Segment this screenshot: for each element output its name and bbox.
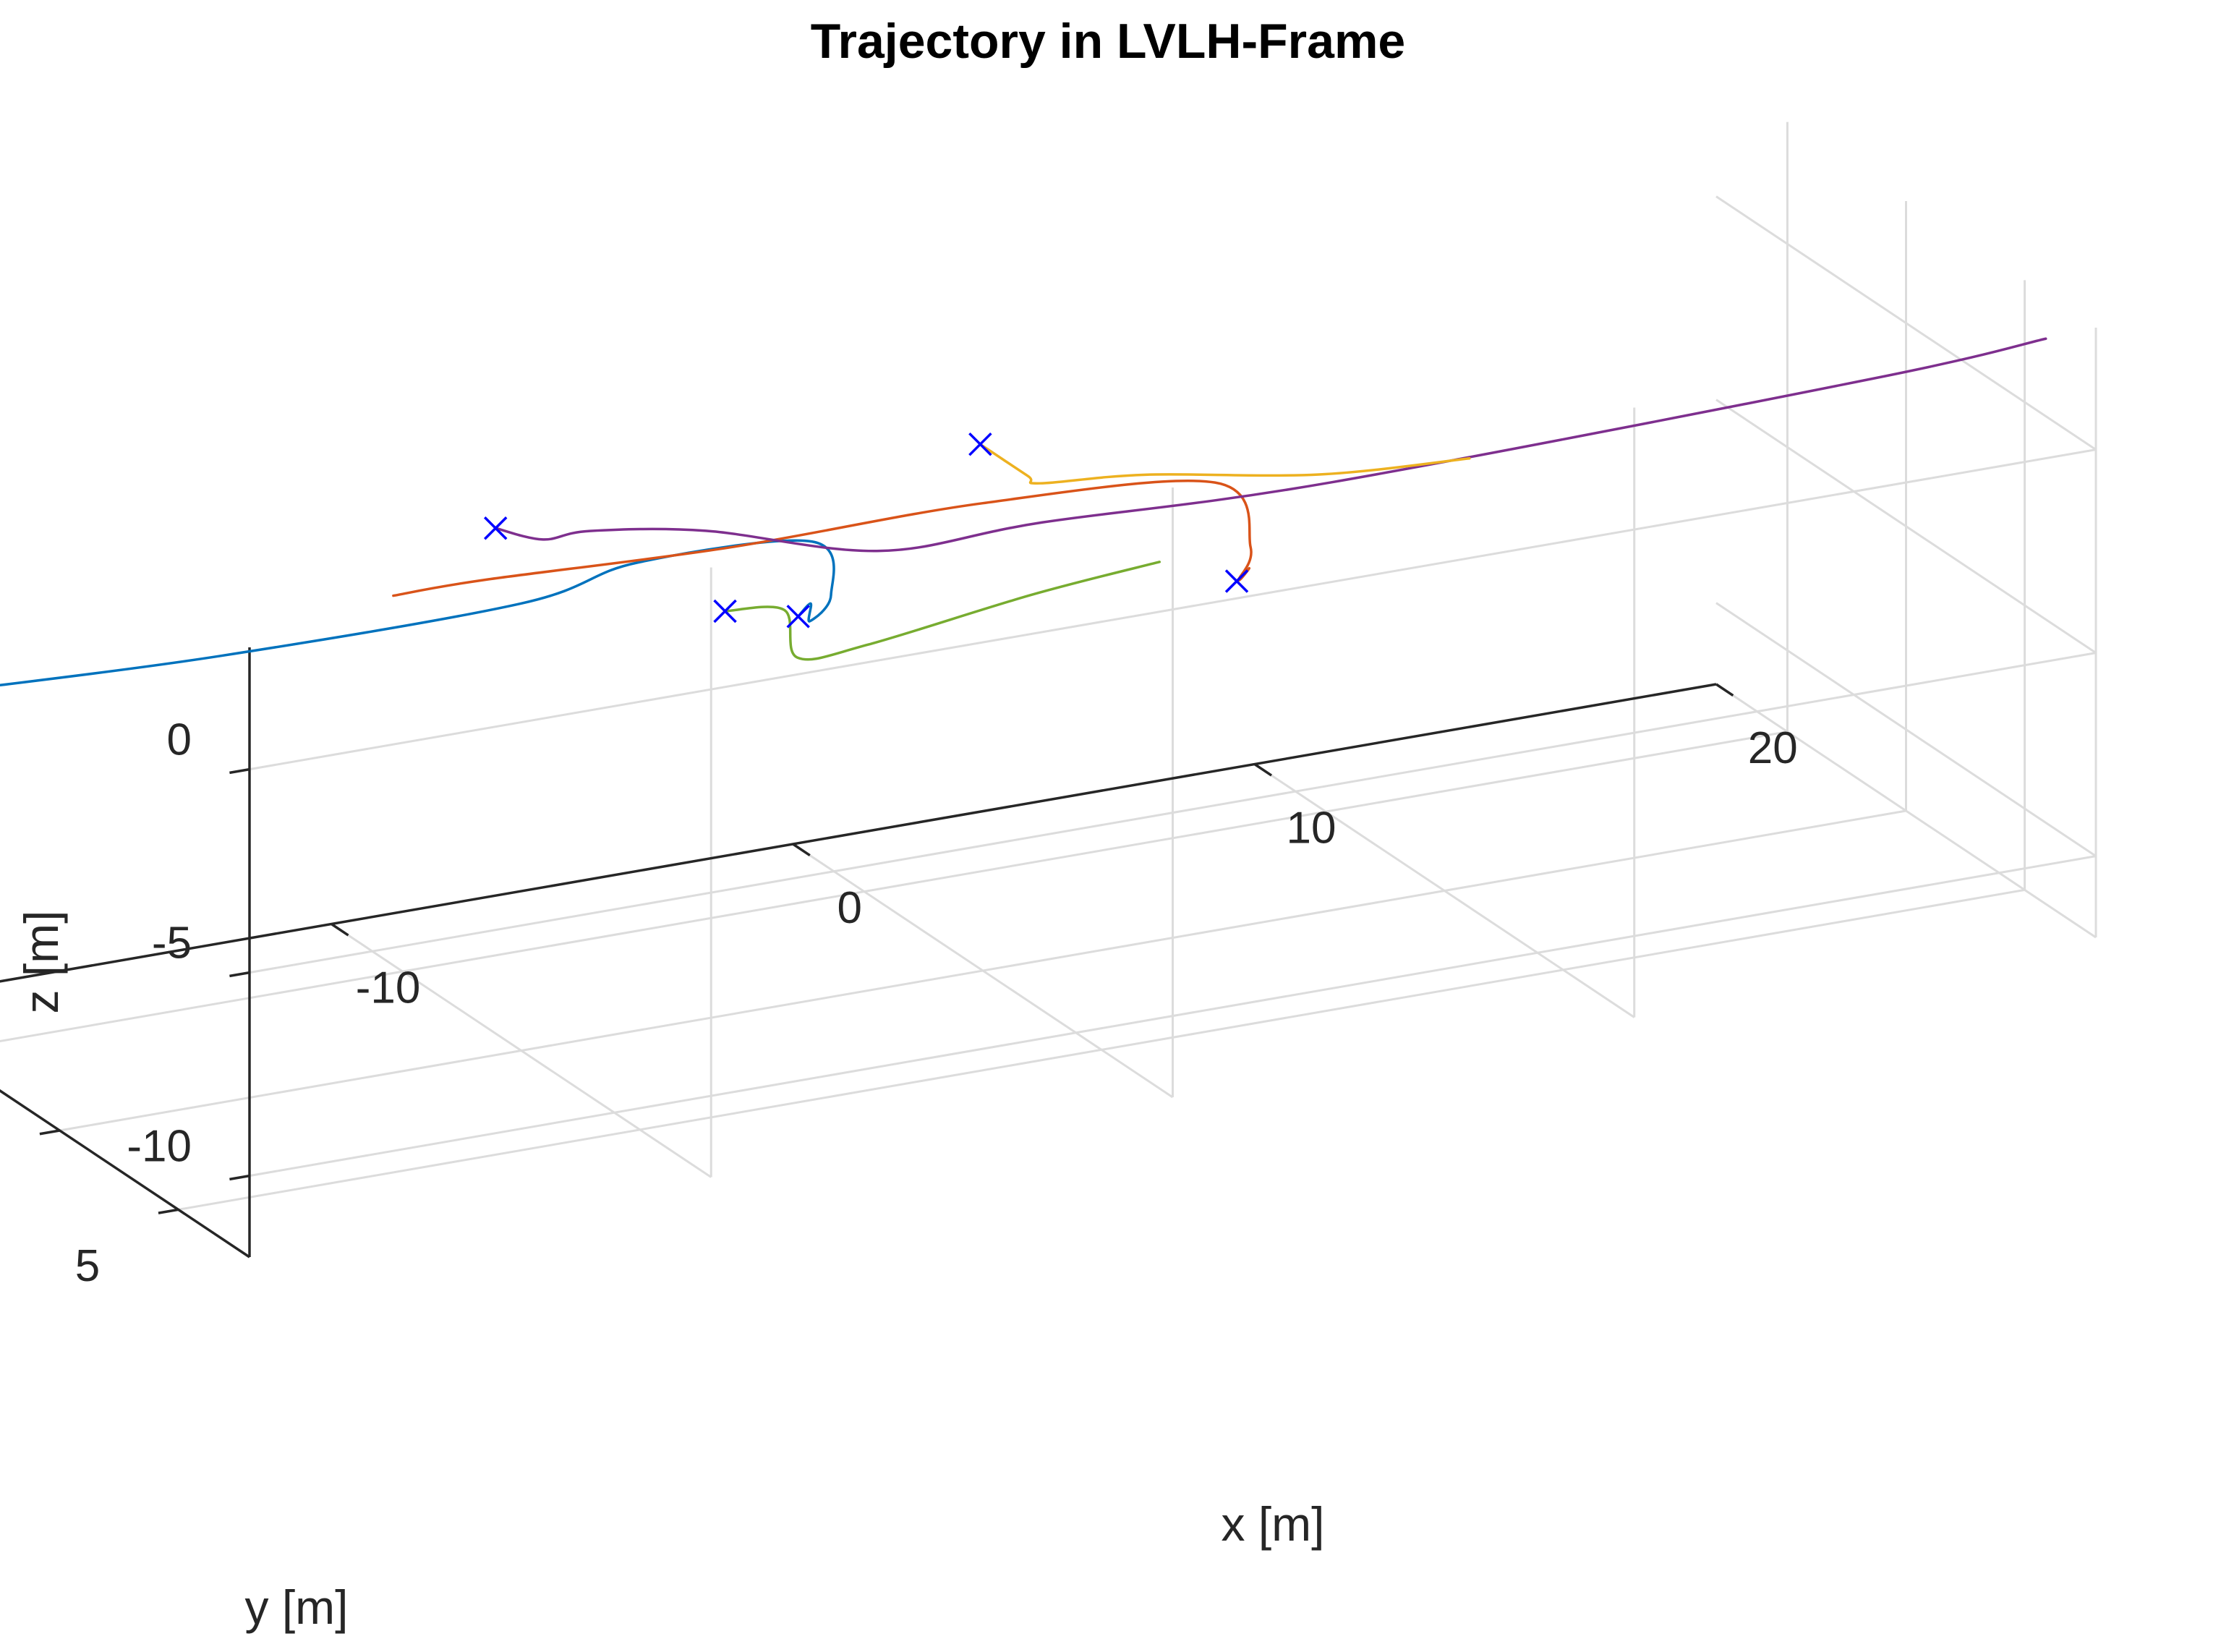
x-tick-label: 20 — [1748, 723, 1798, 773]
z-tick-label: 0 — [167, 715, 192, 765]
z-tick-label: -5 — [152, 919, 192, 968]
trajectory-5 — [979, 443, 1471, 485]
trajectory-4 — [723, 561, 1161, 661]
z-tick-mark — [229, 1174, 250, 1181]
gridline — [0, 1089, 250, 1259]
end-marker-5 — [968, 432, 992, 456]
trajectory-1 — [0, 539, 835, 687]
z-tick-mark — [229, 971, 250, 978]
x-tick-label: 0 — [837, 883, 862, 933]
end-marker-4 — [713, 599, 737, 623]
y-tick-mark — [39, 1129, 60, 1136]
z-axis-label: z [m] — [14, 911, 68, 1014]
end-markers — [483, 432, 1249, 629]
z-tick-mark — [229, 767, 250, 775]
gridline — [1715, 399, 2097, 654]
end-marker-3 — [483, 516, 508, 540]
x-axis-line — [0, 683, 1717, 983]
grid-lines — [0, 122, 2097, 1259]
x-axis-label: x [m] — [1222, 1497, 1325, 1551]
x-tick-mark — [1715, 683, 1734, 697]
z-tick-label: -10 — [127, 1122, 192, 1172]
y-tick-label: 5 — [75, 1241, 100, 1291]
x-tick-mark — [1253, 763, 1273, 777]
gridline — [59, 809, 1906, 1132]
y-axis-label: y [m] — [245, 1580, 349, 1634]
y-tick-mark — [158, 1208, 179, 1214]
gridline — [249, 855, 2097, 1178]
trajectory-2 — [392, 479, 1253, 597]
axes — [0, 647, 1717, 1259]
gridline — [178, 888, 2025, 1211]
trajectory-3 — [494, 337, 2047, 553]
chart-title: Trajectory in LVLH-Frame — [811, 14, 1406, 69]
end-marker-2 — [1224, 569, 1249, 593]
x-tick-mark — [331, 923, 349, 937]
x-tick-label: -10 — [356, 963, 421, 1013]
y-axis-line — [0, 1089, 250, 1259]
x-tick-label: 10 — [1287, 803, 1337, 853]
gridline — [1715, 195, 2097, 451]
x-tick-mark — [792, 843, 811, 856]
gridline — [1715, 602, 2097, 857]
gridline — [0, 731, 1788, 1043]
end-marker-1 — [786, 605, 810, 629]
